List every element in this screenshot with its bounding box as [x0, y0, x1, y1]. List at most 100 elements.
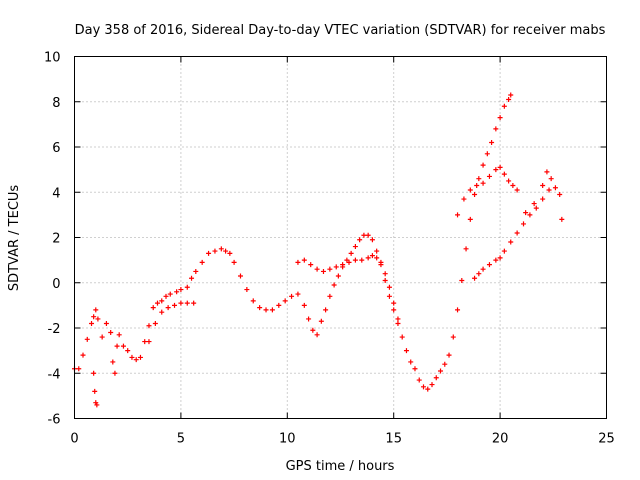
data-point — [93, 307, 99, 313]
data-point — [178, 287, 184, 293]
data-point — [408, 359, 414, 365]
data-point — [263, 307, 269, 313]
data-point — [129, 354, 135, 360]
data-point — [120, 343, 126, 349]
data-point — [301, 302, 307, 308]
data-point — [250, 298, 256, 304]
data-point — [257, 305, 263, 311]
y-tick-label: 6 — [52, 141, 60, 156]
data-point — [533, 205, 539, 211]
data-point — [386, 284, 392, 290]
data-point — [84, 336, 90, 342]
y-tick-labels: -6 -4 -2 0 2 4 6 8 10 — [44, 51, 61, 428]
data-point — [189, 275, 195, 281]
data-point — [467, 216, 473, 222]
data-point — [174, 289, 180, 295]
data-point — [314, 332, 320, 338]
data-point — [510, 182, 516, 188]
data-point — [76, 366, 82, 372]
data-point — [167, 291, 173, 297]
data-point — [442, 361, 448, 367]
data-point — [425, 386, 431, 392]
data-point — [429, 382, 435, 388]
data-point — [463, 246, 469, 252]
y-axis-label: SDTVAR / TECUs — [7, 185, 22, 292]
data-point — [506, 96, 512, 102]
x-tick-label: 25 — [598, 432, 615, 447]
data-point — [540, 196, 546, 202]
data-point — [455, 307, 461, 313]
grid-lines — [74, 56, 607, 419]
data-point — [480, 266, 486, 272]
data-point — [416, 377, 422, 383]
data-point — [103, 320, 109, 326]
data-point — [493, 167, 499, 173]
x-tick-label: 20 — [492, 432, 509, 447]
data-point — [159, 309, 165, 315]
data-point — [501, 103, 507, 109]
data-point — [365, 232, 371, 238]
data-point — [327, 293, 333, 299]
data-point — [142, 339, 148, 345]
data-point — [212, 248, 218, 254]
y-tick-label: 4 — [52, 186, 60, 201]
data-point — [540, 182, 546, 188]
data-point — [508, 92, 514, 98]
data-point — [395, 316, 401, 322]
data-point — [137, 354, 143, 360]
data-point — [320, 268, 326, 274]
data-point — [514, 187, 520, 193]
x-tick-label: 10 — [279, 432, 296, 447]
data-point — [489, 139, 495, 145]
data-point — [92, 388, 98, 394]
data-point — [467, 187, 473, 193]
data-point — [295, 259, 301, 265]
data-point — [378, 259, 384, 265]
data-point — [150, 305, 156, 311]
data-point — [231, 259, 237, 265]
y-tick-label: 2 — [52, 232, 60, 247]
data-point — [346, 259, 352, 265]
data-point — [474, 182, 480, 188]
data-point — [493, 126, 499, 132]
data-point — [552, 185, 558, 191]
data-point — [146, 339, 152, 345]
data-point — [476, 271, 482, 277]
data-point — [480, 180, 486, 186]
data-point — [359, 257, 365, 263]
data-point — [450, 334, 456, 340]
data-point — [114, 343, 120, 349]
data-point — [514, 230, 520, 236]
data-point — [94, 402, 100, 408]
data-point — [446, 352, 452, 358]
data-point — [244, 287, 250, 293]
data-point — [374, 255, 380, 261]
data-point — [459, 277, 465, 283]
data-point — [199, 259, 205, 265]
data-point — [548, 176, 554, 182]
data-point — [438, 368, 444, 374]
x-tick-labels: 0 5 10 15 20 25 — [70, 432, 614, 447]
data-point — [206, 250, 212, 256]
data-point — [527, 212, 533, 218]
data-point — [352, 244, 358, 250]
data-point — [112, 370, 118, 376]
data-point — [223, 248, 229, 254]
data-point — [497, 255, 503, 261]
data-point — [369, 237, 375, 243]
data-point — [125, 348, 131, 354]
data-point — [476, 176, 482, 182]
chart-title: Day 358 of 2016, Sidereal Day-to-day VTE… — [75, 23, 606, 38]
data-point — [99, 334, 105, 340]
data-point — [399, 334, 405, 340]
data-point — [227, 250, 233, 256]
data-point — [152, 320, 158, 326]
data-point — [357, 237, 363, 243]
data-point — [546, 187, 552, 193]
y-tick-label: 8 — [52, 96, 60, 111]
data-point — [403, 348, 409, 354]
y-tick-label: 0 — [52, 277, 60, 292]
data-point — [310, 327, 316, 333]
data-point — [146, 323, 152, 329]
